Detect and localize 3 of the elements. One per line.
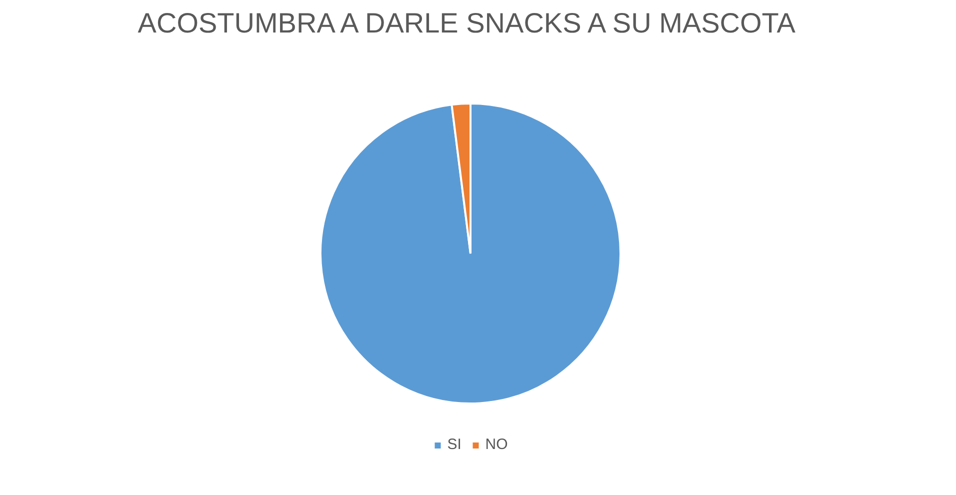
legend-label: SI [447, 436, 462, 453]
legend-label: NO [485, 436, 508, 453]
chart-title: ACOSTUMBRA A DARLE SNACKS A SU MASCOTA [138, 8, 796, 38]
